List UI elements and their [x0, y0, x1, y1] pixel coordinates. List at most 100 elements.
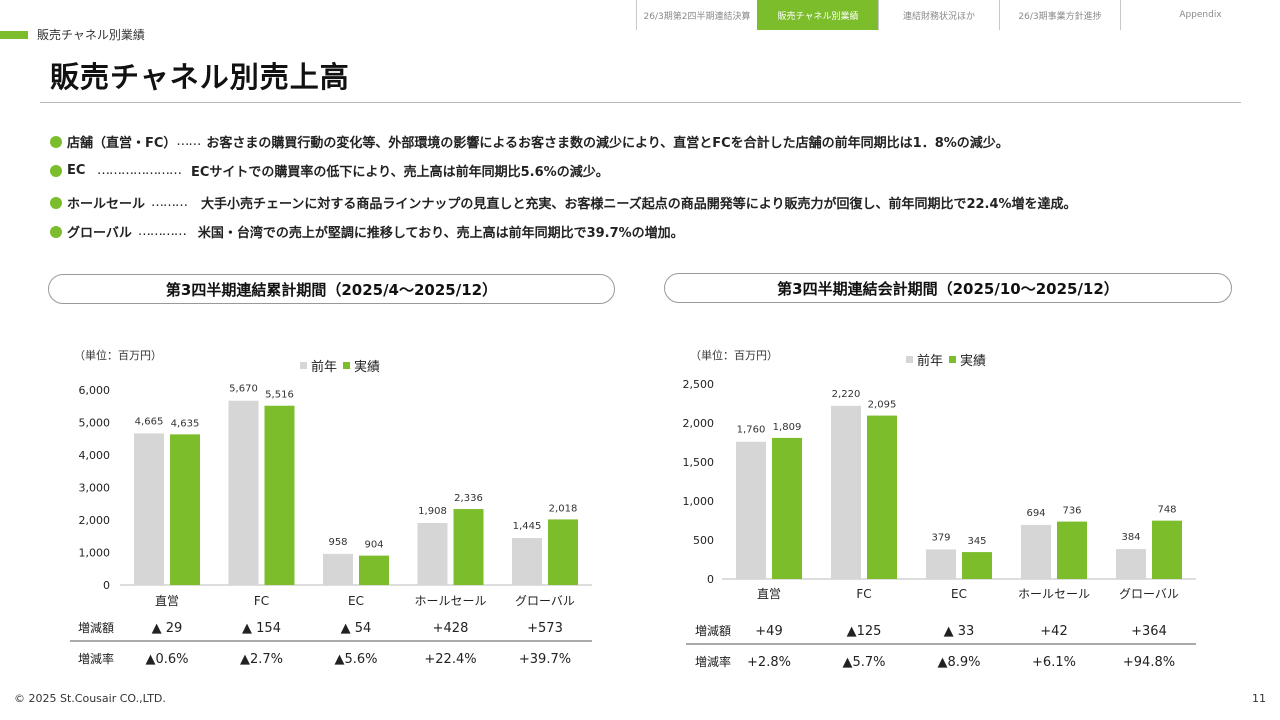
y-tick-label: 1,500 [683, 456, 715, 469]
bar-actual [453, 509, 484, 585]
top-nav: 26/3期第2四半期連結決算 販売チャネル別業績 連結財務状況ほか 26/3期事… [636, 0, 1280, 30]
bullet-leader: ……… [151, 195, 188, 210]
change-rate-value: ▲5.7% [842, 655, 885, 670]
y-tick-label: 2,500 [683, 378, 715, 391]
y-tick-label: 2,000 [683, 417, 715, 430]
nav-tab-appendix[interactable]: Appendix [1120, 0, 1280, 30]
nav-tab-channel-results[interactable]: 販売チャネル別業績 [757, 0, 878, 30]
nav-tab-business-policy[interactable]: 26/3期事業方針進捗 [999, 0, 1120, 30]
bar-prior-year [831, 405, 861, 579]
data-label-actual: 2,095 [868, 400, 897, 411]
bullet-ec: EC ………………… ECサイトでの購買率の低下により、売上高は前年同期比5.6… [50, 161, 609, 180]
bullet-leader: ………… [137, 224, 187, 239]
data-label-prior: 1,908 [418, 506, 447, 517]
change-rate-value: ▲0.6% [145, 652, 188, 667]
x-category-label: FC [856, 587, 871, 601]
bar-actual [548, 519, 578, 585]
chart-2-title: 第3四半期連結会計期間（2025/10～2025/12） [664, 273, 1232, 303]
data-label-actual: 4,635 [171, 418, 200, 429]
bar-prior-year [512, 538, 542, 585]
bar-actual [170, 434, 200, 585]
x-category-label: ホールセール [1018, 587, 1090, 601]
table-row-label-change-rate: 増減率 [78, 651, 114, 666]
bullet-dot-icon [50, 164, 62, 177]
bullet-dot-icon [50, 196, 62, 209]
bullet-label: ホールセール [67, 197, 146, 212]
page-number: 11 [1252, 692, 1266, 705]
legend-swatch-prior [906, 356, 913, 363]
change-amount-value: ▲ 154 [242, 621, 281, 636]
change-rate-value: +2.8% [747, 655, 791, 670]
section-accent-bar [0, 31, 28, 39]
legend-swatch-prior [300, 362, 307, 369]
change-amount-value: +428 [433, 621, 469, 636]
change-rate-value: +94.8% [1123, 655, 1175, 670]
bar-actual [1152, 520, 1182, 579]
x-category-label: EC [951, 587, 967, 601]
change-rate-value: +39.7% [519, 652, 571, 667]
bullet-label: 店舗（直営・FC） [67, 136, 177, 151]
change-amount-value: +49 [755, 624, 782, 639]
bullet-label: グローバル [67, 226, 132, 241]
change-rate-value: ▲8.9% [937, 655, 980, 670]
bar-actual [359, 555, 389, 585]
y-tick-label: 500 [693, 534, 714, 547]
change-amount-value: ▲ 54 [341, 621, 372, 636]
bullet-global: グローバル ………… 米国・台湾での売上が堅調に推移しており、売上高は前年同期比… [50, 222, 684, 241]
bullet-text: ECサイトでの購買率の低下により、売上高は前年同期比5.6%の減少。 [191, 165, 609, 180]
bar-actual [772, 437, 802, 579]
title-divider [40, 102, 1241, 103]
bullet-dot-icon [50, 225, 62, 238]
data-label-prior: 694 [1026, 508, 1045, 519]
legend-label-actual: 実績 [960, 354, 987, 369]
chart-2-unit-label: （単位：百万円） [690, 349, 778, 362]
data-label-prior: 5,670 [229, 384, 258, 395]
data-label-actual: 2,336 [454, 493, 483, 504]
change-rate-value: +22.4% [424, 652, 476, 667]
nav-tab-q2-results[interactable]: 26/3期第2四半期連結決算 [636, 0, 757, 30]
y-tick-label: 2,000 [79, 514, 111, 527]
table-row-label-change-rate: 増減率 [695, 654, 731, 669]
data-label-actual: 748 [1157, 505, 1176, 516]
bullet-text: お客さまの購買行動の変化等、外部環境の影響によるお客さま数の減少により、直営とF… [206, 136, 1009, 151]
data-label-prior: 384 [1121, 532, 1140, 543]
bullet-store: 店舗（直営・FC） …… お客さまの購買行動の変化等、外部環境の影響によるお客さ… [50, 132, 1009, 151]
bullet-text: 大手小売チェーンに対する商品ラインナップの見直しと充実、お客様ニーズ起点の商品開… [201, 197, 1077, 212]
legend-swatch-actual [343, 362, 351, 369]
change-amount-value: +573 [527, 621, 563, 636]
x-category-label: 直営 [155, 594, 179, 608]
bullet-leader: …… [176, 134, 201, 149]
bar-prior-year [1021, 524, 1051, 579]
bar-prior-year [736, 441, 766, 579]
data-label-actual: 736 [1062, 506, 1081, 517]
change-rate-value: +6.1% [1032, 655, 1076, 670]
change-rate-value: ▲2.7% [240, 652, 283, 667]
data-label-actual: 345 [967, 536, 986, 547]
x-category-label: ホールセール [414, 594, 486, 608]
data-label-actual: 904 [364, 540, 383, 551]
bullet-text: 米国・台湾での売上が堅調に推移しており、売上高は前年同期比で39.7%の増加。 [197, 226, 684, 241]
change-rate-value: ▲5.6% [334, 652, 377, 667]
bullet-wholesale: ホールセール ……… 大手小売チェーンに対する商品ラインナップの見直しと充実、お… [50, 193, 1077, 212]
data-label-actual: 2,018 [549, 503, 578, 514]
data-label-prior: 1,760 [737, 425, 766, 436]
nav-tab-financial-position[interactable]: 連結財務状況ほか [878, 0, 999, 30]
bar-prior-year [323, 553, 353, 585]
chart-1-unit-label: （単位：百万円） [74, 349, 162, 362]
data-label-actual: 5,516 [265, 390, 294, 401]
data-label-prior: 4,665 [135, 416, 164, 427]
copyright-footer: © 2025 St.Cousair CO.,LTD. [14, 692, 166, 705]
bar-prior-year [228, 400, 259, 585]
y-tick-label: 1,000 [79, 547, 111, 560]
chart-1-legend: 前年 実績 [300, 356, 380, 375]
bar-actual [962, 552, 992, 579]
y-tick-label: 0 [707, 573, 714, 586]
table-row-label-change-amount: 増減額 [78, 620, 114, 635]
chart-1-title: 第3四半期連結累計期間（2025/4～2025/12） [48, 274, 615, 304]
bullet-label: EC [67, 163, 86, 178]
page-title: 販売チャネル別売上高 [50, 60, 350, 94]
change-amount-value: +364 [1131, 624, 1167, 639]
change-amount-value: ▲ 29 [152, 621, 183, 636]
legend-label-prior: 前年 [917, 354, 944, 369]
